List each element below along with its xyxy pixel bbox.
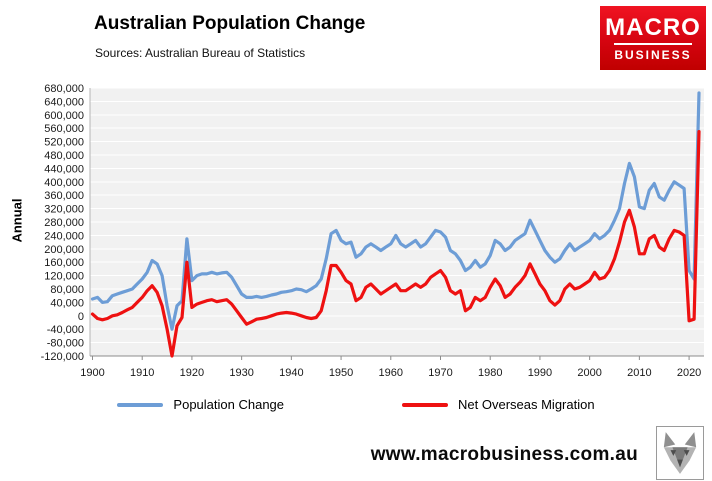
svg-text:440,000: 440,000: [44, 163, 84, 175]
svg-text:1920: 1920: [180, 367, 204, 379]
svg-text:280,000: 280,000: [44, 217, 84, 229]
svg-text:240,000: 240,000: [44, 230, 84, 242]
chart-subtitle: Sources: Australian Bureau of Statistics: [95, 46, 306, 60]
svg-text:1940: 1940: [279, 367, 303, 379]
svg-text:1970: 1970: [428, 367, 452, 379]
svg-text:1960: 1960: [379, 367, 403, 379]
population-change-line-swatch: [117, 402, 164, 407]
logo-business-text: BUSINESS: [614, 42, 692, 61]
svg-text:0: 0: [78, 311, 84, 323]
logo-macro-text: MACRO: [605, 13, 701, 41]
wolf-logo-icon: [663, 432, 697, 474]
svg-text:200,000: 200,000: [44, 244, 84, 256]
website-url: www.macrobusiness.com.au: [370, 444, 638, 465]
svg-text:40,000: 40,000: [50, 297, 84, 309]
svg-text:80,000: 80,000: [50, 284, 84, 296]
svg-text:120,000: 120,000: [44, 271, 84, 283]
svg-text:480,000: 480,000: [44, 150, 84, 162]
svg-text:-40,000: -40,000: [47, 324, 84, 336]
svg-text:1930: 1930: [229, 367, 253, 379]
svg-text:2010: 2010: [627, 367, 651, 379]
chart-title: Australian Population Change: [94, 13, 366, 34]
svg-text:320,000: 320,000: [44, 204, 84, 216]
svg-text:360,000: 360,000: [44, 190, 84, 202]
svg-text:160,000: 160,000: [44, 257, 84, 269]
svg-text:1900: 1900: [80, 367, 104, 379]
svg-text:1910: 1910: [130, 367, 154, 379]
svg-text:1990: 1990: [528, 367, 552, 379]
svg-text:640,000: 640,000: [44, 96, 84, 108]
legend-label-net-overseas-migration: Net Overseas Migration: [458, 397, 595, 412]
net-overseas-migration-line-swatch: [402, 402, 449, 407]
svg-text:1950: 1950: [329, 367, 353, 379]
svg-text:560,000: 560,000: [44, 123, 84, 135]
svg-text:600,000: 600,000: [44, 110, 84, 122]
svg-text:2000: 2000: [577, 367, 601, 379]
svg-text:400,000: 400,000: [44, 177, 84, 189]
svg-text:-120,000: -120,000: [41, 351, 84, 363]
legend-label-population-change: Population Change: [173, 397, 285, 412]
svg-text:-80,000: -80,000: [47, 338, 84, 350]
svg-text:1980: 1980: [478, 367, 502, 379]
svg-text:680,000: 680,000: [44, 83, 84, 95]
svg-text:520,000: 520,000: [44, 137, 84, 149]
wolf-logo-box: [656, 426, 704, 480]
legend-item-net-overseas-migration: Net Overseas Migration: [402, 397, 595, 412]
svg-text:2020: 2020: [677, 367, 701, 379]
macrobusiness-logo: MACRO BUSINESS: [600, 6, 706, 70]
legend-item-population-change: Population Change: [117, 397, 284, 412]
legend: Population Change Net Overseas Migration: [0, 397, 712, 412]
